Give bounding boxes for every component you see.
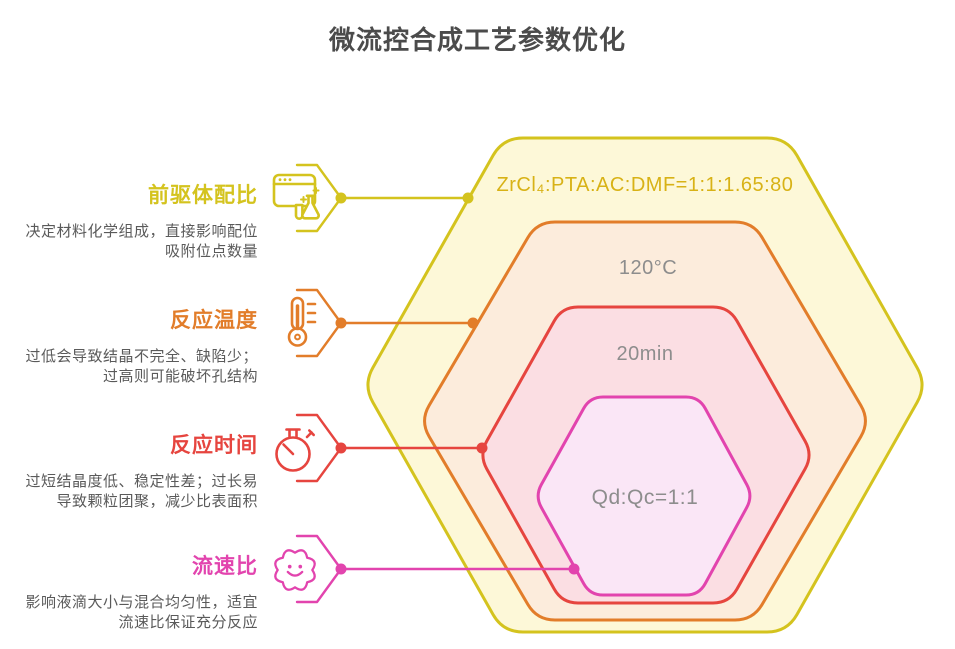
connector-dot bbox=[335, 192, 347, 204]
connector-dot bbox=[467, 317, 479, 329]
value-reaction-temperature: 120°C bbox=[619, 257, 677, 279]
description-line: 过低会导致结晶不完全、缺陷少； bbox=[25, 348, 258, 365]
param-description: 过短结晶度低、稳定性差；过长易 导致颗粒团聚，减少比表面积 bbox=[0, 472, 258, 512]
description-line: 决定材料化学组成，直接影响配位 bbox=[25, 223, 258, 240]
description-line: 过高则可能破坏孔结构 bbox=[102, 368, 258, 385]
param-reaction-time: 反应时间 过短结晶度低、稳定性差；过长易 导致颗粒团聚，减少比表面积 bbox=[0, 434, 258, 512]
hexagon-flow-ratio bbox=[536, 395, 752, 597]
connector-dot bbox=[476, 442, 488, 454]
param-flow-ratio: 流速比 影响液滴大小与混合均匀性，适宜 流速比保证充分反应 bbox=[0, 555, 258, 633]
value-precursor-ratio: ZrCl₄:PTA:AC:DMF=1:1:1.65:80 bbox=[497, 174, 794, 196]
stopwatch-icon bbox=[275, 428, 316, 472]
connector-reaction-time bbox=[295, 413, 488, 483]
param-description: 过低会导致结晶不完全、缺陷少； 过高则可能破坏孔结构 bbox=[0, 347, 258, 387]
param-reaction-temperature: 反应温度 过低会导致结晶不完全、缺陷少； 过高则可能破坏孔结构 bbox=[0, 309, 258, 387]
param-description: 影响液滴大小与混合均匀性，适宜 流速比保证充分反应 bbox=[0, 593, 258, 633]
description-line: 导致颗粒团聚，减少比表面积 bbox=[56, 493, 258, 510]
page-title: 微流控合成工艺参数优化 bbox=[328, 25, 626, 55]
value-flow-ratio: Qd:Qc=1:1 bbox=[592, 486, 699, 509]
param-precursor-ratio: 前驱体配比 决定材料化学组成，直接影响配位 吸附位点数量 bbox=[0, 184, 258, 262]
param-description: 决定材料化学组成，直接影响配位 吸附位点数量 bbox=[0, 222, 258, 262]
flower-smiley-icon bbox=[274, 549, 316, 591]
connector-dot bbox=[335, 563, 347, 575]
connector-dot bbox=[568, 563, 580, 575]
browser-flask-icon bbox=[272, 173, 320, 220]
description-line: 吸附位点数量 bbox=[164, 243, 258, 260]
param-label: 反应温度 bbox=[170, 309, 258, 332]
param-label: 流速比 bbox=[192, 555, 258, 578]
connector-dot bbox=[335, 317, 347, 329]
param-label: 前驱体配比 bbox=[148, 184, 258, 207]
connector-flow-ratio bbox=[295, 534, 580, 604]
thermometer-icon bbox=[287, 296, 317, 347]
value-reaction-time: 20min bbox=[617, 343, 674, 365]
connector-reaction-temperature bbox=[295, 288, 479, 358]
description-line: 流速比保证充分反应 bbox=[118, 614, 258, 631]
param-label: 反应时间 bbox=[170, 434, 258, 457]
description-line: 过短结晶度低、稳定性差；过长易 bbox=[25, 473, 258, 490]
connector-dot bbox=[462, 192, 474, 204]
description-line: 影响液滴大小与混合均匀性，适宜 bbox=[25, 594, 258, 611]
connector-precursor-ratio bbox=[295, 163, 474, 233]
connector-dot bbox=[335, 442, 347, 454]
